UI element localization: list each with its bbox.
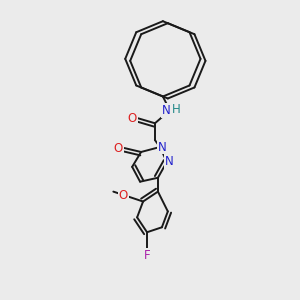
Text: O: O	[118, 189, 128, 202]
Text: N: N	[164, 155, 173, 168]
Text: N: N	[158, 140, 166, 154]
Text: O: O	[128, 112, 137, 125]
Text: H: H	[172, 103, 181, 116]
Text: N: N	[161, 104, 170, 117]
Text: F: F	[144, 248, 150, 262]
Text: O: O	[114, 142, 123, 154]
